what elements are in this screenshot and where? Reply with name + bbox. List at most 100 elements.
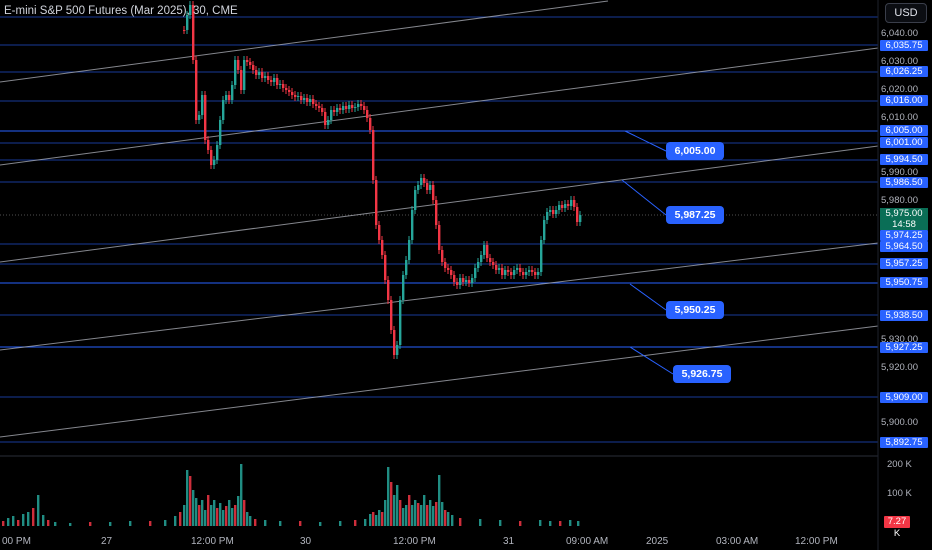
volume-bar — [384, 500, 387, 526]
volume-bar — [429, 500, 432, 526]
candle-body — [405, 260, 408, 275]
trend-channel-line — [0, 242, 879, 351]
volume-bar — [499, 520, 502, 526]
candle-body — [285, 88, 288, 90]
candle-body — [525, 272, 528, 275]
candle-body — [480, 255, 483, 262]
level-badge[interactable]: 6,001.00 — [880, 137, 928, 148]
price-label: 6,010.00 — [881, 112, 918, 123]
candle-body — [375, 180, 378, 225]
currency-button[interactable]: USD — [885, 3, 927, 23]
price-callout[interactable]: 5,950.25 — [666, 301, 724, 319]
candle-body — [564, 204, 567, 208]
level-badge[interactable]: 6,016.00 — [880, 95, 928, 106]
candle-body — [333, 110, 336, 112]
volume-bar — [213, 500, 216, 526]
callout-connector — [629, 283, 667, 311]
candle-body — [291, 92, 294, 95]
price-callout[interactable]: 5,926.75 — [673, 365, 731, 383]
level-badge[interactable]: 6,026.25 — [880, 66, 928, 77]
candle-body — [411, 210, 414, 240]
trend-channel-line — [0, 145, 879, 263]
volume-bar — [246, 512, 249, 526]
candle-body — [528, 270, 531, 272]
price-label: 5,980.00 — [881, 195, 918, 206]
candle-body — [381, 240, 384, 255]
volume-bar — [539, 520, 542, 526]
volume-bar — [42, 515, 45, 526]
candle-body — [504, 270, 507, 275]
volume-bar — [414, 500, 417, 526]
volume-bar — [408, 495, 411, 526]
candle-body — [477, 262, 480, 268]
candle-body — [264, 76, 267, 78]
level-badge[interactable]: 5,892.75 — [880, 437, 928, 448]
volume-bar — [559, 521, 562, 526]
candle-body — [369, 118, 372, 130]
candle-body — [393, 330, 396, 355]
time-label: 31 — [503, 536, 515, 547]
candle-body — [540, 240, 543, 272]
volume-bar — [2, 521, 5, 526]
level-badge[interactable]: 5,957.25 — [880, 258, 928, 269]
volume-bar — [390, 482, 393, 526]
candle-body — [435, 200, 438, 225]
candle-body — [213, 160, 216, 165]
trend-channel-line — [0, 325, 879, 438]
level-badge[interactable]: 5,974.25 — [880, 230, 928, 241]
level-badge[interactable]: 6,035.75 — [880, 40, 928, 51]
level-badge[interactable]: 5,938.50 — [880, 310, 928, 321]
volume-bar — [149, 521, 152, 526]
price-callout[interactable]: 6,005.00 — [666, 142, 724, 160]
candle-body — [423, 178, 426, 183]
volume-bar — [299, 521, 302, 526]
volume-bar — [12, 516, 15, 526]
time-label: 30 — [300, 536, 312, 547]
candle-body — [183, 30, 186, 31]
candle-body — [231, 85, 234, 100]
callout-connector — [629, 346, 674, 375]
symbol-title: E-mini S&P 500 Futures (Mar 2025), 30, C… — [4, 5, 238, 17]
candle-body — [360, 104, 363, 106]
volume-bar — [222, 510, 225, 526]
candle-body — [516, 268, 519, 270]
volume-bar — [129, 521, 132, 526]
candle-body — [318, 106, 321, 108]
volume-bar — [195, 498, 198, 526]
volume-bar — [423, 495, 426, 526]
level-badge[interactable]: 5,986.50 — [880, 177, 928, 188]
volume-bar — [339, 521, 342, 526]
level-badge[interactable]: 5,927.25 — [880, 342, 928, 353]
candle-body — [513, 270, 516, 275]
time-label: 12:00 PM — [191, 536, 234, 547]
candle-body — [270, 80, 273, 82]
trend-channel-line — [0, 47, 879, 166]
candle-body — [450, 270, 453, 275]
candle-body — [288, 90, 291, 92]
level-badge[interactable]: 5,909.00 — [880, 392, 928, 403]
volume-bar — [479, 519, 482, 526]
candle-body — [543, 220, 546, 240]
level-badge[interactable]: 5,964.50 — [880, 241, 928, 252]
candle-body — [429, 185, 432, 190]
candle-body — [474, 268, 477, 278]
candle-body — [303, 98, 306, 100]
volume-bar — [210, 505, 213, 526]
volume-bar — [254, 519, 257, 526]
level-badge[interactable]: 5,950.75 — [880, 277, 928, 288]
price-callout[interactable]: 5,987.25 — [666, 206, 724, 224]
candle-body — [282, 84, 285, 88]
volume-bar — [240, 464, 243, 526]
volume-bar — [174, 516, 177, 526]
candle-body — [417, 185, 420, 190]
candle-body — [258, 72, 261, 75]
volume-bar — [279, 521, 282, 526]
bar-countdown: 14:58 — [892, 219, 916, 230]
price-label: 5,930.00 — [881, 334, 918, 345]
price-label: 6,020.00 — [881, 84, 918, 95]
time-label: 00 PM — [2, 536, 31, 547]
level-badge[interactable]: 5,994.50 — [880, 154, 928, 165]
level-badge[interactable]: 6,005.00 — [880, 125, 928, 136]
volume-bar — [435, 502, 438, 526]
